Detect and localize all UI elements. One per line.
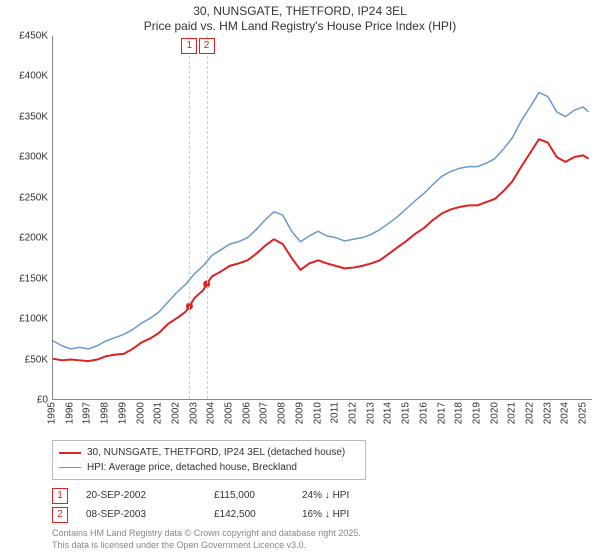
- chart-area: £0£50K£100K£150K£200K£250K£300K£350K£400…: [8, 36, 592, 436]
- x-axis: 1995199619971998199920002001200220032004…: [52, 400, 592, 436]
- legend-label: 30, NUNSGATE, THETFORD, IP24 3EL (detach…: [87, 445, 345, 460]
- attribution-line1: Contains HM Land Registry data © Crown c…: [52, 528, 592, 540]
- x-tick-label: 2017: [436, 402, 447, 424]
- y-tick-label: £300K: [19, 152, 48, 163]
- transaction-marker-box: 2: [199, 38, 215, 54]
- legend-row: 30, NUNSGATE, THETFORD, IP24 3EL (detach…: [59, 445, 359, 460]
- table-row: 2 08-SEP-2003 £142,500 16% ↓ HPI: [52, 505, 592, 524]
- plot-svg: [53, 36, 592, 399]
- x-tick-label: 2003: [188, 402, 199, 424]
- legend-swatch: [59, 452, 81, 454]
- table-row: 1 20-SEP-2002 £115,000 24% ↓ HPI: [52, 486, 592, 505]
- y-tick-label: £200K: [19, 233, 48, 244]
- x-tick-label: 2022: [525, 402, 536, 424]
- attribution-line2: This data is licensed under the Open Gov…: [52, 540, 592, 552]
- legend-label: HPI: Average price, detached house, Brec…: [87, 460, 297, 475]
- transaction-guideline: [207, 36, 208, 399]
- chart-titles: 30, NUNSGATE, THETFORD, IP24 3EL Price p…: [8, 4, 592, 34]
- y-tick-label: £350K: [19, 111, 48, 122]
- x-tick-label: 2004: [206, 402, 217, 424]
- x-tick-label: 2024: [560, 402, 571, 424]
- x-tick-label: 2012: [347, 402, 358, 424]
- x-tick-label: 1995: [47, 402, 58, 424]
- attribution: Contains HM Land Registry data © Crown c…: [52, 528, 592, 551]
- transactions-table: 1 20-SEP-2002 £115,000 24% ↓ HPI 2 08-SEP-200…: [52, 486, 592, 524]
- y-tick-label: £150K: [19, 273, 48, 284]
- transaction-price: £115,000: [214, 486, 284, 505]
- transaction-marker-box: 1: [181, 38, 197, 54]
- series-hpi: [53, 92, 589, 348]
- x-tick-label: 2018: [454, 402, 465, 424]
- plot-region: 12: [52, 36, 592, 400]
- transaction-date: 08-SEP-2003: [86, 505, 196, 524]
- y-tick-label: £250K: [19, 192, 48, 203]
- x-tick-label: 2011: [330, 402, 341, 424]
- title-address: 30, NUNSGATE, THETFORD, IP24 3EL: [8, 4, 592, 19]
- x-tick-label: 2009: [294, 402, 305, 424]
- x-tick-label: 2016: [418, 402, 429, 424]
- x-tick-label: 2025: [578, 402, 589, 424]
- x-tick-label: 2021: [507, 402, 518, 424]
- transaction-hpi-delta: 16% ↓ HPI: [302, 505, 382, 524]
- x-tick-label: 2015: [401, 402, 412, 424]
- x-tick-label: 2008: [277, 402, 288, 424]
- title-subtitle: Price paid vs. HM Land Registry's House …: [8, 19, 592, 34]
- y-tick-label: £400K: [19, 71, 48, 82]
- x-tick-label: 2023: [542, 402, 553, 424]
- x-tick-label: 2010: [312, 402, 323, 424]
- x-tick-label: 1996: [64, 402, 75, 424]
- transaction-price: £142,500: [214, 505, 284, 524]
- x-tick-label: 2005: [224, 402, 235, 424]
- y-tick-label: £50K: [25, 354, 48, 365]
- transaction-hpi-delta: 24% ↓ HPI: [302, 486, 382, 505]
- x-tick-label: 2001: [153, 402, 164, 424]
- x-tick-label: 2014: [383, 402, 394, 424]
- y-axis: £0£50K£100K£150K£200K£250K£300K£350K£400…: [8, 36, 52, 400]
- x-tick-label: 2000: [135, 402, 146, 424]
- x-tick-label: 2020: [489, 402, 500, 424]
- legend-row: HPI: Average price, detached house, Brec…: [59, 460, 359, 475]
- legend-swatch: [59, 467, 81, 468]
- transaction-number-box: 1: [52, 488, 68, 504]
- x-tick-label: 1998: [100, 402, 111, 424]
- y-tick-label: £450K: [19, 31, 48, 42]
- y-tick-label: £100K: [19, 314, 48, 325]
- series-price_paid: [53, 139, 589, 361]
- x-tick-label: 1997: [82, 402, 93, 424]
- x-tick-label: 2019: [471, 402, 482, 424]
- transaction-guideline: [189, 36, 190, 399]
- x-tick-label: 2013: [365, 402, 376, 424]
- x-tick-label: 1999: [117, 402, 128, 424]
- x-tick-label: 2007: [259, 402, 270, 424]
- x-tick-label: 2002: [170, 402, 181, 424]
- transaction-date: 20-SEP-2002: [86, 486, 196, 505]
- x-tick-label: 2006: [241, 402, 252, 424]
- legend: 30, NUNSGATE, THETFORD, IP24 3EL (detach…: [52, 440, 366, 480]
- transaction-number-box: 2: [52, 507, 68, 523]
